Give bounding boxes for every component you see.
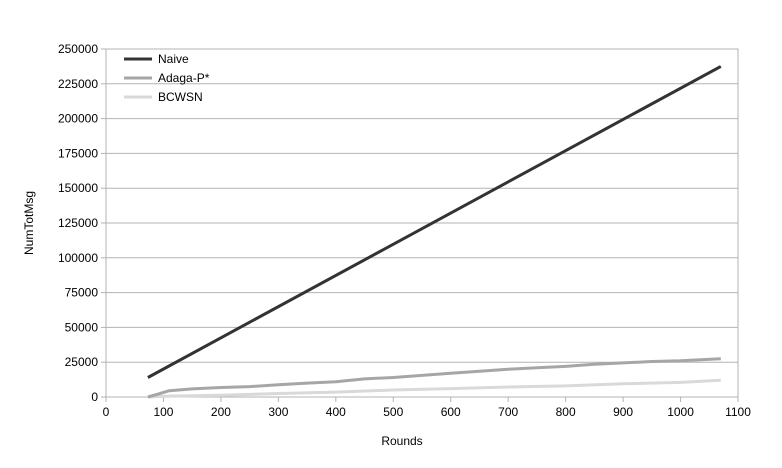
y-tick-label: 0 (91, 390, 98, 404)
x-tick-label: 1000 (667, 405, 694, 419)
y-tick-label: 75000 (65, 286, 99, 300)
y-tick-label: 175000 (58, 146, 98, 160)
legend-label: Adaga-P* (158, 71, 210, 85)
x-tick-label: 600 (441, 405, 461, 419)
x-tick-label: 100 (153, 405, 173, 419)
x-tick-label: 1100 (725, 405, 751, 419)
y-tick-label: 50000 (65, 320, 99, 334)
x-tick-label: 400 (326, 405, 346, 419)
legend-label: BCWSN (158, 90, 203, 104)
y-axis-title: NumTotMsg (22, 191, 36, 255)
x-tick-label: 300 (268, 405, 288, 419)
x-tick-label: 800 (556, 405, 576, 419)
y-tick-label: 150000 (58, 181, 98, 195)
x-tick-label: 200 (211, 405, 231, 419)
x-tick-label: 500 (383, 405, 403, 419)
y-tick-label: 100000 (58, 251, 98, 265)
x-tick-label: 0 (103, 405, 110, 419)
series-line-adaga-p (147, 357, 721, 399)
y-tick-label: 200000 (58, 112, 98, 126)
x-axis-ticks: 0 100 200 300 400 500 600 700 800 900 1000 1100 (103, 397, 751, 419)
x-tick-label: 700 (498, 405, 518, 419)
legend: Naive Adaga-P* BCWSN (124, 52, 210, 104)
series-line-bcwsn (147, 378, 721, 399)
y-tick-label: 250000 (58, 42, 98, 56)
series-line-naive (147, 65, 722, 379)
legend-label: Naive (158, 52, 189, 66)
series-lines (147, 65, 722, 399)
y-tick-label: 225000 (58, 77, 98, 91)
y-tick-label: 125000 (58, 216, 98, 230)
x-tick-label: 900 (613, 405, 633, 419)
y-axis-ticks: 0 25000 50000 75000 100000 125000 150000 175000… (58, 42, 106, 404)
x-axis-title: Rounds (381, 434, 422, 448)
y-tick-label: 25000 (65, 355, 99, 369)
